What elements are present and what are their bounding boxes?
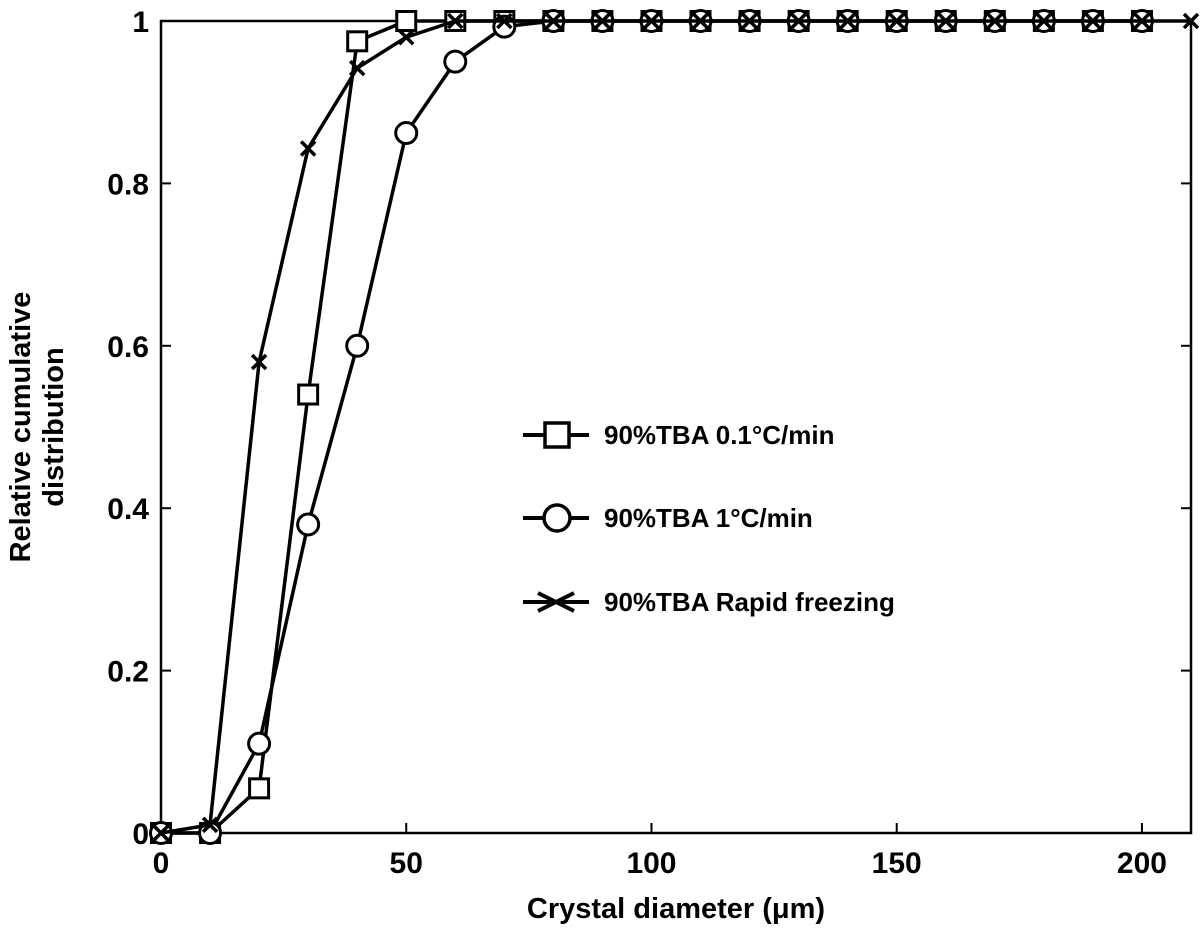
data-point-x — [152, 824, 170, 842]
legend-entry: 90%TBA Rapid freezing — [523, 587, 895, 617]
legend-label: 90%TBA 1°C/min — [604, 503, 813, 533]
data-point-square — [346, 30, 369, 53]
y-tick-label: 0.4 — [107, 493, 149, 526]
data-point-x — [1133, 12, 1151, 30]
y-axis-title-line: distribution — [38, 347, 70, 506]
data-point-x — [545, 12, 562, 30]
legend-marker-x — [537, 591, 575, 613]
legend-entry: 90%TBA 1°C/min — [523, 503, 813, 533]
data-point-x — [201, 816, 219, 834]
data-point-x — [937, 12, 954, 30]
y-tick-label: 0.6 — [107, 331, 149, 364]
x-tick-label: 150 — [872, 847, 922, 880]
data-point-circle — [345, 333, 370, 358]
data-point-x — [888, 12, 905, 30]
y-axis-title-line: Relative cumulative — [5, 292, 37, 563]
data-point-x — [447, 12, 464, 30]
x-tick-label: 0 — [153, 847, 170, 880]
data-point-x — [496, 12, 513, 30]
data-point-circle — [296, 512, 321, 537]
data-point-square — [248, 777, 271, 800]
data-point-x — [741, 12, 758, 30]
data-point-circle — [443, 49, 468, 74]
data-point-x — [398, 29, 415, 46]
data-point-x — [1035, 12, 1053, 30]
data-point-x — [839, 12, 856, 30]
series-x — [152, 12, 1200, 842]
data-point-x — [594, 12, 611, 30]
data-point-x — [692, 12, 709, 30]
data-point-x — [299, 140, 317, 157]
legend-marker-circle — [542, 503, 572, 533]
data-point-x — [986, 12, 1004, 30]
data-point-x — [250, 353, 268, 371]
data-point-x — [348, 59, 366, 77]
data-point-x — [1084, 12, 1102, 30]
y-tick-label: 0 — [132, 818, 149, 851]
y-tick-label: 0.8 — [107, 168, 149, 201]
data-point-x — [643, 12, 660, 30]
legend-entry: 90%TBA 0.1°C/min — [523, 420, 835, 450]
data-point-circle — [247, 731, 272, 756]
x-tick-label: 100 — [626, 847, 676, 880]
series-layer — [149, 9, 1200, 845]
x-tick-label: 200 — [1117, 847, 1167, 880]
data-point-x — [790, 12, 807, 30]
axis-ticks: 0 50 100 150 200 0 0.2 0.4 0.6 0.8 1 — [107, 6, 1191, 880]
y-tick-label: 1 — [132, 6, 149, 39]
data-point-circle — [394, 121, 419, 146]
data-point-x — [1182, 12, 1200, 30]
y-tick-label: 0.2 — [107, 656, 149, 689]
x-tick-label: 50 — [390, 847, 423, 880]
series-line — [160, 19, 1191, 835]
x-axis-title: Crystal diameter (μm) — [527, 893, 825, 925]
y-axis-title: Relative cumulativedistribution — [5, 292, 70, 563]
legend: 90%TBA 0.1°C/min 90%TBA 1°C/min 90%TBA Rap… — [523, 420, 895, 617]
legend-marker-square — [543, 421, 571, 449]
legend-label: 90%TBA Rapid freezing — [604, 587, 895, 617]
data-point-square — [395, 10, 418, 32]
legend-label: 90%TBA 0.1°C/min — [604, 420, 835, 450]
data-point-square — [297, 383, 320, 406]
